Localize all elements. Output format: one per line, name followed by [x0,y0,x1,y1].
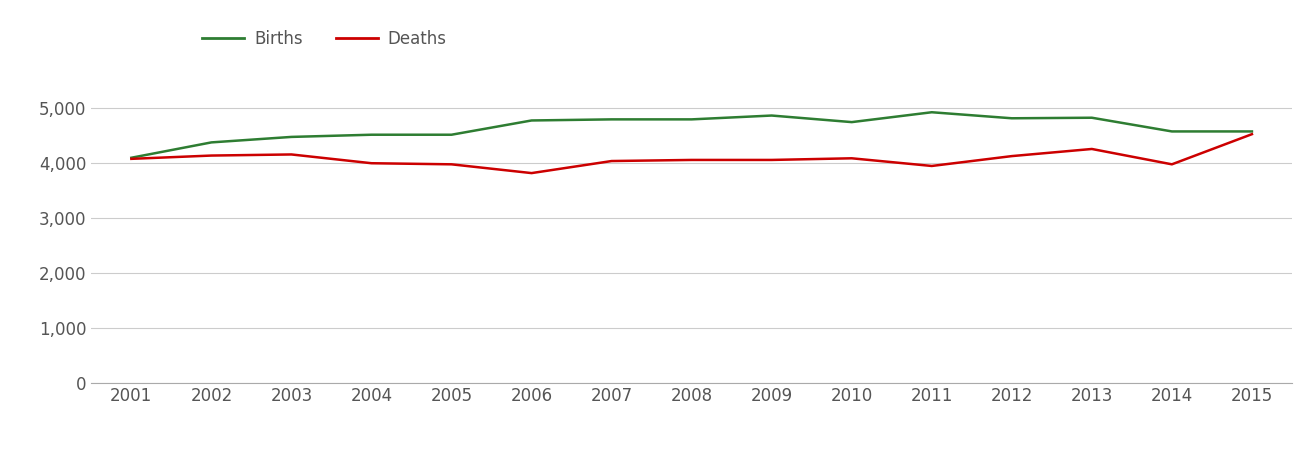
Births [763,113,779,118]
Line: Births: Births [132,112,1251,158]
Deaths [124,156,140,162]
Births [924,109,940,115]
Births [684,117,699,122]
Births [364,132,380,137]
Deaths [844,156,860,161]
Deaths [684,157,699,162]
Deaths [364,161,380,166]
Births [604,117,620,122]
Births [1084,115,1100,121]
Deaths [1244,131,1259,137]
Births [204,140,219,145]
Deaths [523,171,539,176]
Deaths [763,157,779,162]
Births [1244,129,1259,134]
Births [283,134,299,140]
Births [1164,129,1180,134]
Deaths [283,152,299,157]
Deaths [444,162,459,167]
Line: Deaths: Deaths [132,134,1251,173]
Births [844,119,860,125]
Births [1004,116,1019,121]
Deaths [1164,162,1180,167]
Births [444,132,459,137]
Deaths [1084,146,1100,152]
Births [124,155,140,161]
Deaths [604,158,620,164]
Deaths [924,163,940,169]
Legend: Births, Deaths: Births, Deaths [196,23,453,54]
Deaths [1004,153,1019,159]
Deaths [204,153,219,158]
Births [523,118,539,123]
